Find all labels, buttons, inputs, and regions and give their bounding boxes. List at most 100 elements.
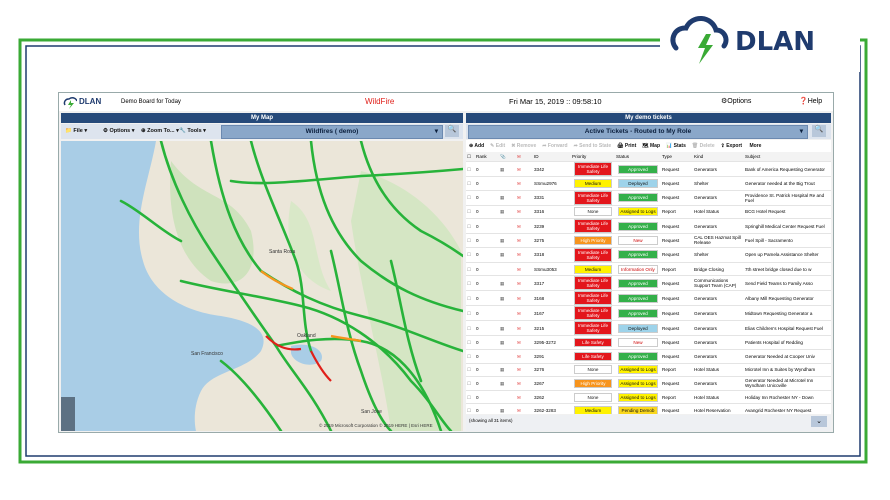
- toolbar-label[interactable]: Stats: [673, 143, 686, 149]
- row-checkbox[interactable]: ☐: [466, 275, 475, 292]
- ticket-id[interactable]: SSmu3053: [533, 262, 571, 277]
- map-menu-label[interactable]: File: [73, 128, 83, 134]
- row-checkbox[interactable]: ☐: [466, 363, 475, 378]
- toolbar-label[interactable]: Send to State: [579, 143, 612, 149]
- ticket-id[interactable]: 3276: [533, 363, 571, 378]
- toolbar-button[interactable]: 🗑 Delete: [691, 143, 715, 149]
- toolbar-button[interactable]: 📊 Stats: [666, 143, 686, 149]
- map-menu-label[interactable]: Zoom To...: [147, 128, 175, 134]
- ticket-id[interactable]: 3318: [533, 247, 571, 263]
- toolbar-button[interactable]: ⊕ Add: [469, 143, 485, 149]
- ticket-id[interactable]: 3262-3283: [533, 403, 571, 414]
- row-checkbox[interactable]: ☐: [466, 262, 475, 277]
- row-checkbox[interactable]: ☐: [466, 349, 475, 364]
- event-name[interactable]: WildFire: [365, 97, 395, 106]
- map-menu-item[interactable]: ⚙ Options ▾: [103, 128, 135, 134]
- ticket-row[interactable]: ☐ 0 ✉ 3262 None Assigned to Logs Report Hotel S…: [466, 390, 831, 405]
- ticket-row[interactable]: ☐ 0 ▦ ✉ 3331 Immediate Life Safety Approved Req…: [466, 190, 831, 206]
- map-menu-item[interactable]: 🔧 Tools ▾: [179, 128, 206, 134]
- ticket-row[interactable]: ☐ 0 ✉ 3239 Immediate Life Safety Approved Requ…: [466, 218, 831, 235]
- toolbar-label[interactable]: Map: [650, 143, 660, 149]
- toolbar-label[interactable]: More: [749, 143, 762, 149]
- row-checkbox[interactable]: ☐: [466, 218, 475, 235]
- toolbar-label[interactable]: Add: [474, 143, 485, 149]
- map[interactable]: Santa Rosa Oakland San Francisco San Jose: [61, 141, 463, 431]
- options-button[interactable]: ⚙Options: [721, 98, 752, 105]
- row-checkbox[interactable]: ☐: [466, 247, 475, 263]
- options-label[interactable]: Options: [727, 98, 752, 105]
- ticket-id[interactable]: 3168: [533, 290, 571, 307]
- ticket-id[interactable]: 3167: [533, 305, 571, 322]
- ticket-id[interactable]: 3291: [533, 349, 571, 364]
- column-header[interactable]: Type: [661, 152, 693, 162]
- toolbar-label[interactable]: Delete: [699, 143, 715, 149]
- ticket-row[interactable]: ☐ 0 ▦ ✉ 3317 Immediate Life Safety Approved Req…: [466, 275, 831, 292]
- map-menu-item[interactable]: 📁 File ▾: [65, 128, 88, 134]
- ticket-row[interactable]: ☐ 0 ▦ ✉ 3262-3283 Medium Pending Demob Request H…: [466, 403, 831, 414]
- ticket-id[interactable]: 3342: [533, 161, 571, 177]
- ticket-row[interactable]: ☐ 0 ✉ SSmu2976 Medium Deployed Request Shelter G…: [466, 176, 831, 191]
- ticket-id[interactable]: 3331: [533, 190, 571, 206]
- column-header[interactable]: Kind: [693, 152, 744, 162]
- layer-label[interactable]: Wildfires ( demo): [305, 128, 359, 135]
- view-label[interactable]: Active Tickets - Routed to My Role: [584, 128, 692, 135]
- toolbar-label[interactable]: Edit: [495, 143, 506, 149]
- row-checkbox[interactable]: ☐: [466, 290, 475, 307]
- row-checkbox[interactable]: ☐: [466, 205, 475, 220]
- ticket-id[interactable]: 3262: [533, 390, 571, 405]
- toolbar-button[interactable]: 🗺 Map: [642, 143, 660, 149]
- ticket-id[interactable]: 3215: [533, 320, 571, 337]
- toolbar-label[interactable]: Remove: [516, 143, 537, 149]
- column-header[interactable]: Rank: [475, 152, 499, 162]
- ticket-row[interactable]: ☐ 0 ▦ ✉ 3275 High Priority New Request CAL OES H…: [466, 233, 831, 248]
- ticket-id[interactable]: 3275: [533, 233, 571, 248]
- scroll-down[interactable]: ⌄: [811, 416, 827, 427]
- column-header[interactable]: Status: [615, 152, 661, 162]
- toolbar-label[interactable]: Print: [624, 143, 637, 149]
- help-button[interactable]: ❓Help: [799, 98, 823, 105]
- column-header[interactable]: Priority: [571, 152, 615, 162]
- toolbar-button[interactable]: 🖨 Print: [617, 143, 637, 149]
- row-checkbox[interactable]: ☐: [466, 190, 475, 206]
- toolbar-button[interactable]: ✖ Remove: [511, 143, 537, 149]
- view-select[interactable]: Active Tickets - Routed to My Role ▾: [468, 125, 808, 139]
- ticket-id[interactable]: 3316: [533, 205, 571, 220]
- toolbar-label[interactable]: Export: [726, 143, 743, 149]
- ticket-row[interactable]: ☐ 0 ▦ ✉ 3215 Immediate Life Safety Deployed Req…: [466, 320, 831, 337]
- ticket-id[interactable]: 3295-3272: [533, 335, 571, 350]
- row-checkbox[interactable]: ☐: [466, 305, 475, 322]
- ticket-id[interactable]: 3317: [533, 275, 571, 292]
- ticket-row[interactable]: ☐ 0 ▦ ✉ 3276 None Assigned to Logs Report Hotel …: [466, 363, 831, 378]
- ticket-row[interactable]: ☐ 0 ▦ ✉ 3168 Immediate Life Safety Approved Req…: [466, 290, 831, 307]
- toolbar-button[interactable]: ➦ Forward: [542, 143, 568, 149]
- ticket-id[interactable]: 3239: [533, 218, 571, 235]
- toolbar-button[interactable]: ⇪ Export: [720, 143, 743, 149]
- ticket-row[interactable]: ☐ 0 ✉ 3167 Immediate Life Safety Approved Requ…: [466, 305, 831, 322]
- ticket-row[interactable]: ☐ 0 ▦ ✉ 3342 Immediate Life Safety Approved Req…: [466, 161, 831, 177]
- ticket-row[interactable]: ☐ 0 ▦ ✉ 3267 High Priority Assigned to Logs Req…: [466, 376, 831, 391]
- toolbar-label[interactable]: Forward: [547, 143, 568, 149]
- ticket-row[interactable]: ☐ 0 ✉ 3291 Life Safety Approved Request Generat…: [466, 349, 831, 364]
- ticket-row[interactable]: ☐ 0 ▦ ✉ 3316 None Assigned to Logs Report Hotel …: [466, 205, 831, 220]
- row-checkbox[interactable]: ☐: [466, 403, 475, 414]
- map-search[interactable]: 🔍: [445, 125, 459, 137]
- ticket-row[interactable]: ☐ 0 ▦ ✉ 3295-3272 Life Safety New Request Genera…: [466, 335, 831, 350]
- ticket-row[interactable]: ☐ 0 ✉ SSmu3053 Medium Information Only Report B…: [466, 262, 831, 277]
- help-label[interactable]: Help: [807, 98, 823, 105]
- tickets-search[interactable]: 🔍: [812, 125, 826, 137]
- row-checkbox[interactable]: ☐: [466, 320, 475, 337]
- map-menu-label[interactable]: Options: [109, 128, 131, 134]
- column-header[interactable]: ID: [533, 152, 571, 162]
- ticket-id[interactable]: SSmu2976: [533, 176, 571, 191]
- ticket-id[interactable]: 3267: [533, 376, 571, 391]
- row-checkbox[interactable]: ☐: [466, 161, 475, 177]
- map-menu-item[interactable]: ⊕ Zoom To... ▾: [141, 128, 179, 134]
- row-checkbox[interactable]: ☐: [466, 390, 475, 405]
- select-all[interactable]: ☐: [466, 152, 475, 162]
- column-header[interactable]: Subject: [744, 152, 831, 162]
- layer-select[interactable]: Wildfires ( demo) ▾: [221, 125, 443, 139]
- row-checkbox[interactable]: ☐: [466, 335, 475, 350]
- ticket-row[interactable]: ☐ 0 ▦ ✉ 3318 Immediate Life Safety Approved Req…: [466, 247, 831, 263]
- row-checkbox[interactable]: ☐: [466, 233, 475, 248]
- toolbar-button[interactable]: ✎ Edit: [490, 143, 506, 149]
